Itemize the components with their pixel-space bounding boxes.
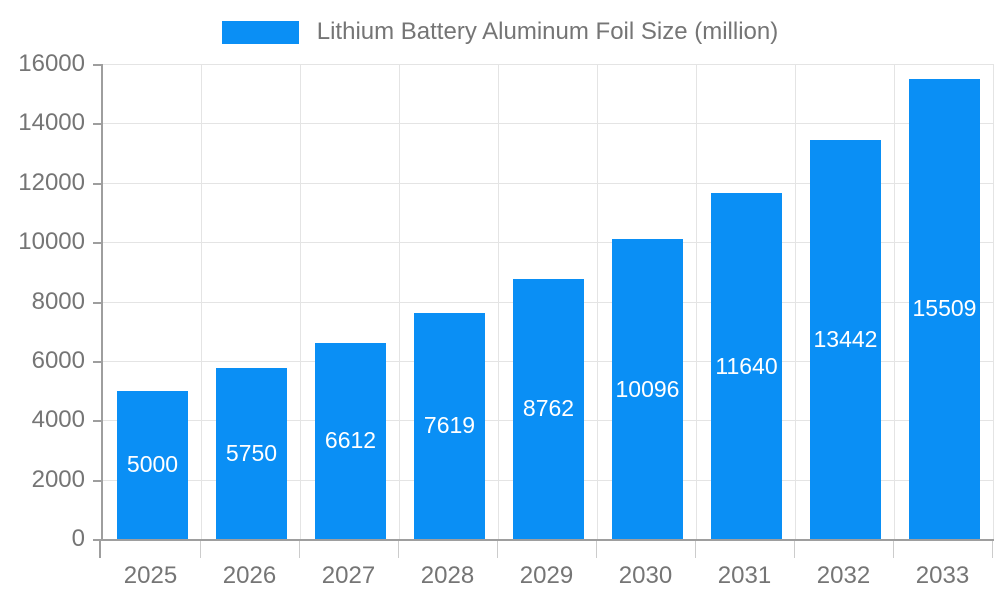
- x-axis-tick: [200, 541, 201, 558]
- x-axis-label: 2032: [816, 562, 871, 589]
- y-axis-tick: [93, 64, 101, 66]
- plot-area: 5000 5750 6612 7619 8762 10096 11640 13442 15509: [101, 64, 994, 541]
- bar-value-label: 5000: [126, 451, 179, 478]
- y-axis-tick: [93, 182, 101, 185]
- bar-2030: 10096: [612, 239, 683, 539]
- gridline-horizontal: [103, 242, 994, 244]
- y-axis-label: 12000: [18, 168, 85, 196]
- gridline-horizontal: [103, 182, 994, 184]
- bar-value-label: 6612: [324, 427, 377, 454]
- gridline-horizontal: [103, 123, 994, 125]
- x-axis-tick: [794, 541, 795, 558]
- y-axis-tick: [93, 123, 101, 126]
- legend-label: Lithium Battery Aluminum Foil Size (mill…: [316, 18, 779, 45]
- y-axis-label: 4000: [31, 406, 85, 434]
- y-axis-tick: [93, 301, 101, 304]
- y-axis-label: 8000: [31, 287, 85, 315]
- bar-2028: 7619: [414, 312, 485, 539]
- bar-2032: 13442: [810, 139, 881, 539]
- x-axis-tick: [596, 541, 597, 558]
- gridline-vertical: [597, 64, 598, 539]
- x-axis-tick: [398, 541, 399, 558]
- y-axis-tick: [93, 539, 101, 541]
- y-axis-tick: [93, 242, 101, 245]
- y-axis-label: 14000: [18, 109, 85, 137]
- gridline-vertical: [399, 64, 400, 539]
- bar-value-label: 11640: [715, 352, 778, 379]
- y-axis-label: 0: [71, 525, 85, 552]
- y-axis-tick: [93, 479, 101, 482]
- bar-value-label: 15509: [912, 295, 977, 322]
- legend-swatch: [221, 20, 299, 44]
- x-axis-tick: [695, 541, 696, 558]
- gridline-vertical: [993, 64, 994, 539]
- y-axis-label: 10000: [18, 228, 85, 256]
- bar-value-label: 13442: [813, 325, 878, 352]
- bar-2029: 8762: [513, 278, 584, 539]
- x-axis-label: 2026: [222, 562, 277, 589]
- bar-value-label: 10096: [615, 375, 680, 402]
- bar-value-label: 8762: [522, 395, 575, 422]
- gridline-horizontal: [103, 64, 994, 65]
- x-axis-label: 2033: [915, 562, 970, 589]
- y-axis-label: 2000: [31, 465, 85, 493]
- gridline-vertical: [795, 64, 796, 539]
- chart-legend: Lithium Battery Aluminum Foil Size (mill…: [0, 18, 1000, 46]
- gridline-vertical: [696, 64, 697, 539]
- bar-2026: 5750: [216, 368, 287, 539]
- bar-2027: 6612: [315, 342, 386, 539]
- gridline-vertical: [201, 64, 202, 539]
- bar-value-label: 7619: [423, 412, 476, 439]
- x-axis-label: 2025: [123, 562, 178, 589]
- x-axis-label: 2028: [420, 562, 475, 589]
- bar-2025: 5000: [117, 390, 188, 539]
- y-axis-tick: [93, 420, 101, 423]
- x-axis-label: 2027: [321, 562, 376, 589]
- y-axis-label: 6000: [31, 346, 85, 374]
- x-axis-tick: [299, 541, 300, 558]
- gridline-vertical: [300, 64, 301, 539]
- x-axis-label: 2029: [519, 562, 574, 589]
- x-axis-tick: [992, 541, 993, 558]
- bar-2031: 11640: [711, 193, 782, 539]
- x-axis-label: 2031: [717, 562, 772, 589]
- gridline-vertical: [498, 64, 499, 539]
- x-axis-label: 2030: [618, 562, 673, 589]
- x-axis-tick: [497, 541, 498, 558]
- gridline-vertical: [894, 64, 895, 539]
- y-axis-tick: [93, 360, 101, 363]
- x-axis-tick: [99, 541, 101, 558]
- bar-value-label: 5750: [225, 440, 278, 467]
- x-axis-tick: [893, 541, 894, 558]
- bar-2033: 15509: [909, 78, 980, 539]
- y-axis-label: 16000: [18, 50, 85, 77]
